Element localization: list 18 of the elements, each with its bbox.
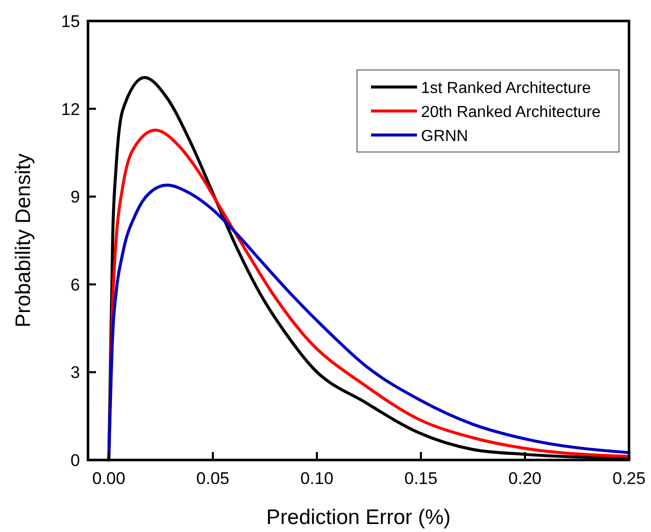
legend-label: 1st Ranked Architecture: [421, 80, 591, 97]
x-tick-label: 0.20: [508, 469, 542, 488]
x-tick-label: 0.00: [92, 469, 126, 488]
y-axis-title: Probability Density: [12, 153, 35, 328]
y-tick-label: 12: [61, 100, 80, 119]
line-series: [107, 184, 630, 462]
x-tick-label: 0.25: [612, 469, 646, 488]
x-tick-label: 0.15: [404, 469, 438, 488]
y-tick-label: 6: [70, 275, 80, 294]
y-tick-label: 3: [70, 363, 80, 382]
x-tick-label: 0.10: [300, 469, 334, 488]
y-tick-label: 9: [70, 188, 80, 207]
legend-label: GRNN: [421, 128, 468, 145]
y-tick-label: 15: [61, 12, 80, 31]
x-axis-title: Prediction Error (%): [266, 506, 451, 529]
legend-label: 20th Ranked Architecture: [421, 104, 601, 121]
y-tick-label: 0: [70, 451, 80, 470]
x-tick-label: 0.05: [196, 469, 230, 488]
